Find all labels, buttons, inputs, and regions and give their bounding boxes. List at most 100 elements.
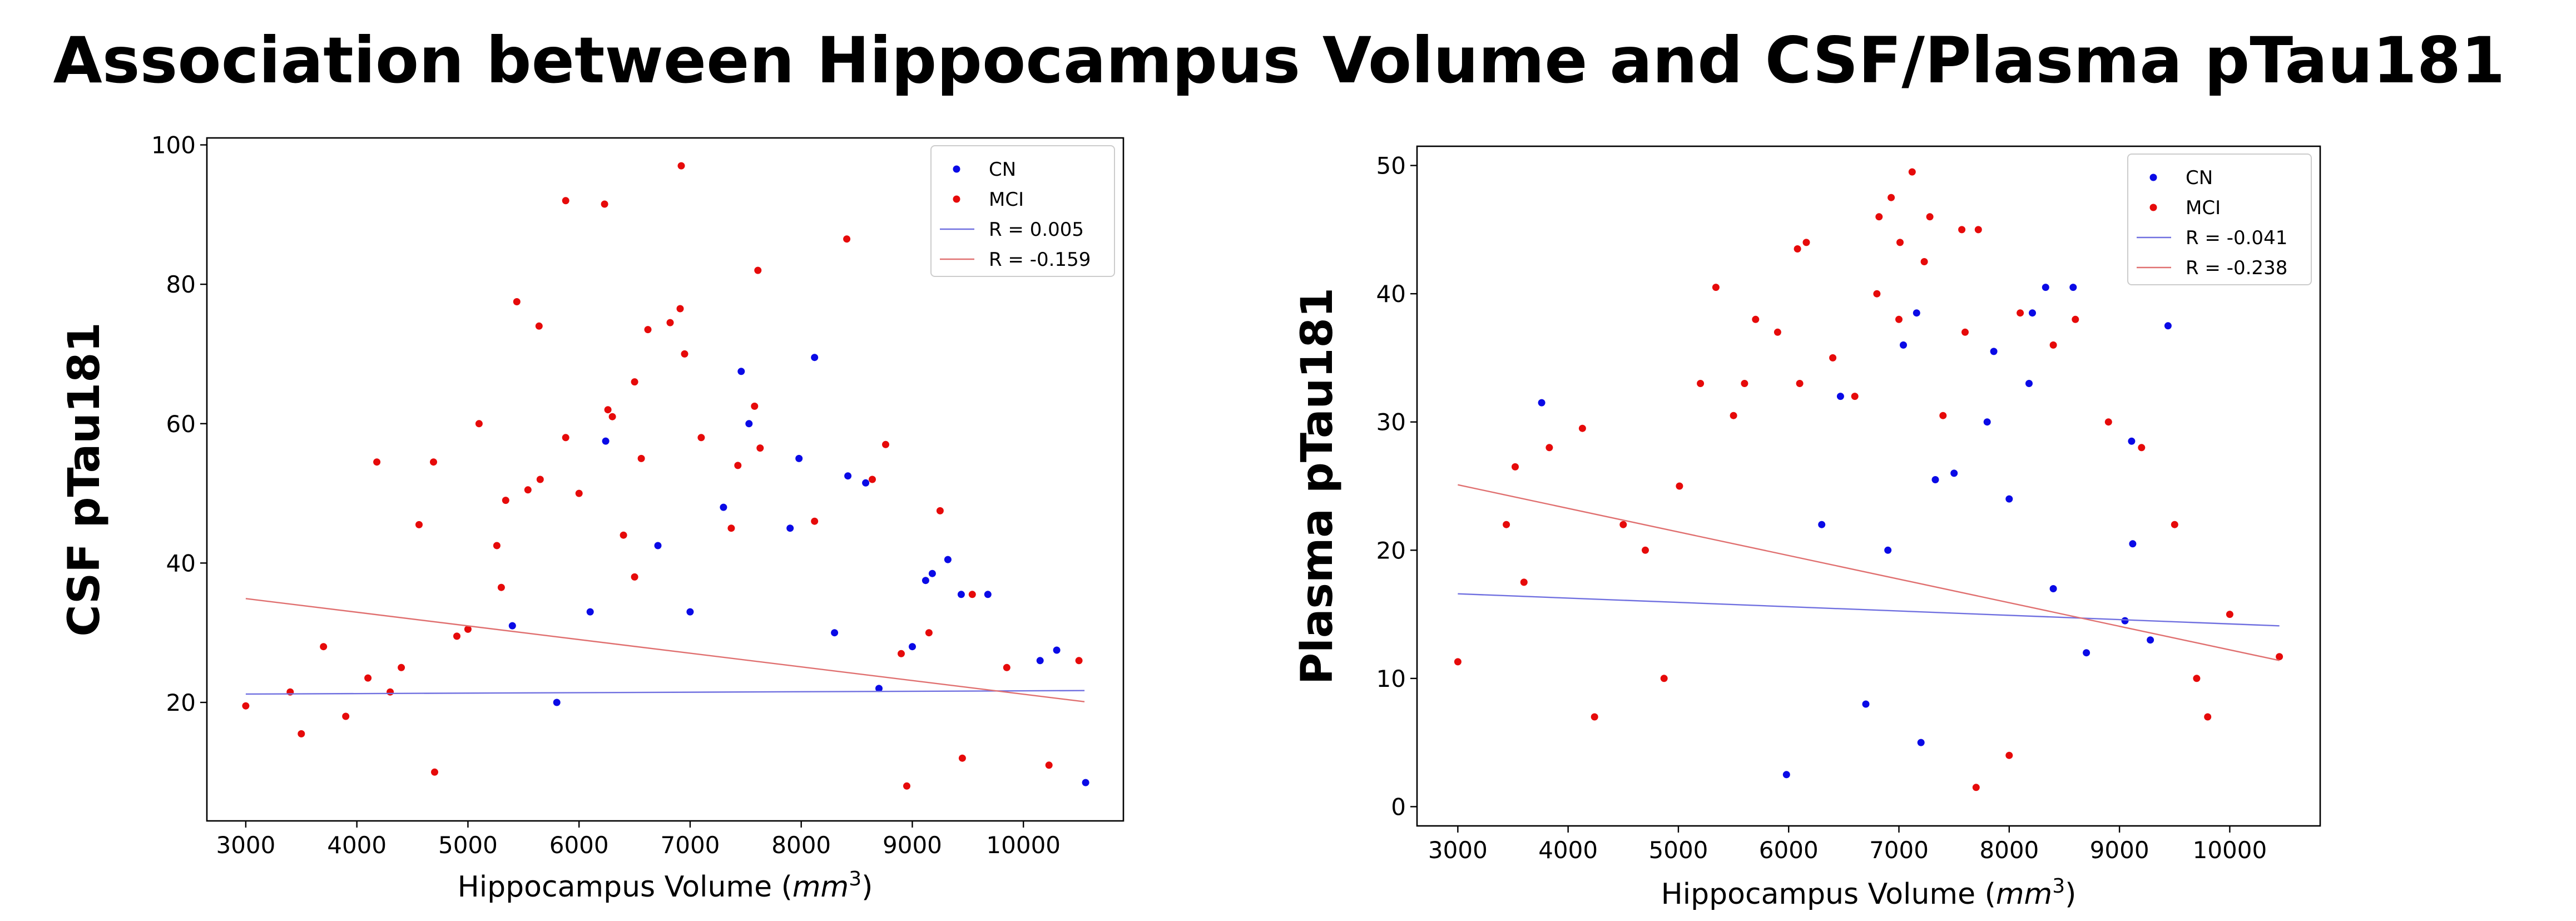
point-mci [644, 326, 652, 334]
y-tick-label: 10 [1376, 665, 1406, 692]
point-mci [604, 406, 612, 414]
point-cn [909, 643, 916, 651]
point-mci [1512, 463, 1519, 471]
point-mci [1003, 663, 1010, 671]
chart-panel-2: 3000 4000 5000 6000 7000 8000 9000 10000 0 10 20 30… [1292, 145, 2321, 911]
point-cn [586, 608, 594, 616]
point-mci [631, 573, 638, 581]
point-mci [925, 629, 933, 637]
point-cn [720, 503, 727, 511]
legend-box [2127, 154, 2312, 285]
point-mci [535, 322, 543, 330]
x-tick-label: 4000 [1538, 836, 1598, 864]
point-mci [1520, 578, 1528, 586]
point-mci [536, 476, 544, 483]
point-mci [637, 454, 645, 462]
y-tick-label: 40 [166, 549, 196, 577]
point-mci [1642, 546, 1649, 554]
x-tick-label: 6000 [1759, 836, 1819, 864]
point-mci [575, 489, 583, 497]
point-cn [1917, 739, 1925, 746]
point-mci [2226, 611, 2233, 618]
point-mci [697, 434, 705, 442]
point-mci [1829, 354, 1837, 362]
point-cn [2083, 649, 2090, 657]
point-mci [1961, 328, 1969, 336]
y-tick-label: 100 [151, 132, 196, 159]
point-cn [1053, 646, 1061, 654]
point-mci [1697, 380, 1705, 387]
point-cn [928, 570, 936, 577]
point-mci [1730, 412, 1737, 419]
point-mci [1591, 713, 1598, 721]
point-mci [1545, 444, 1553, 452]
point-mci [811, 517, 819, 525]
point-mci [756, 444, 764, 452]
point-cn [1836, 393, 1844, 400]
point-cn [1900, 341, 1907, 349]
point-mci [751, 402, 759, 410]
point-cn [1983, 418, 1991, 426]
y-axis-label: CSF pTau181 [60, 322, 110, 636]
y-tick-label: 50 [1376, 152, 1406, 180]
y-tick-label: 40 [1376, 280, 1406, 308]
point-cn [508, 622, 516, 630]
legend-label: MCI [2186, 197, 2221, 219]
point-cn [984, 591, 992, 598]
point-mci [681, 350, 688, 358]
point-mci [242, 702, 250, 710]
point-mci [958, 754, 966, 762]
legend-label: CN [2186, 167, 2213, 189]
point-mci [1045, 761, 1053, 769]
point-cn [1818, 521, 1826, 528]
point-mci [1454, 658, 1462, 666]
y-axis-label: Plasma pTau181 [1292, 288, 1343, 685]
point-mci [601, 200, 608, 208]
point-mci [430, 458, 437, 466]
point-mci [1958, 226, 1966, 234]
point-mci [524, 486, 532, 494]
point-mci [903, 782, 910, 790]
legend-marker-mci [2149, 204, 2157, 211]
point-mci [364, 674, 372, 682]
point-mci [1796, 380, 1804, 387]
point-cn [2049, 585, 2057, 592]
point-mci [415, 521, 423, 528]
point-mci [898, 650, 905, 657]
legend-label: R = -0.041 [2186, 227, 2287, 249]
legend-box [930, 145, 1115, 277]
point-cn [1950, 469, 1958, 477]
point-mci [342, 712, 350, 720]
point-cn [875, 685, 883, 692]
point-cn [2129, 540, 2137, 548]
point-cn [737, 368, 745, 375]
legend-marker-cn [953, 165, 960, 173]
x-tick-label: 9000 [2090, 836, 2149, 864]
fit-line-mci [245, 598, 1085, 702]
point-mci [754, 266, 762, 274]
point-mci [2276, 653, 2283, 661]
point-mci [2138, 444, 2146, 452]
point-mci [513, 298, 521, 305]
point-cn [2069, 284, 2077, 291]
point-cn [1990, 348, 1998, 355]
point-mci [2193, 675, 2201, 682]
x-tick-label: 4000 [327, 831, 387, 859]
point-mci [1974, 226, 1982, 234]
legend-marker-cn [2149, 174, 2157, 181]
point-mci [1802, 239, 1810, 246]
point-cn [2029, 309, 2036, 317]
legend-label: MCI [989, 189, 1024, 211]
x-axis-label: Hippocampus Volume (mm3) [1661, 875, 2077, 911]
point-mci [631, 378, 638, 386]
point-mci [620, 531, 627, 539]
point-mci [882, 440, 889, 448]
fit-line-mci [1458, 484, 2280, 661]
point-mci [676, 305, 684, 313]
legend-label: CN [989, 159, 1016, 181]
point-cn [2128, 437, 2136, 445]
point-cn [1931, 476, 1939, 483]
point-mci [677, 162, 685, 170]
point-mci [968, 591, 976, 598]
